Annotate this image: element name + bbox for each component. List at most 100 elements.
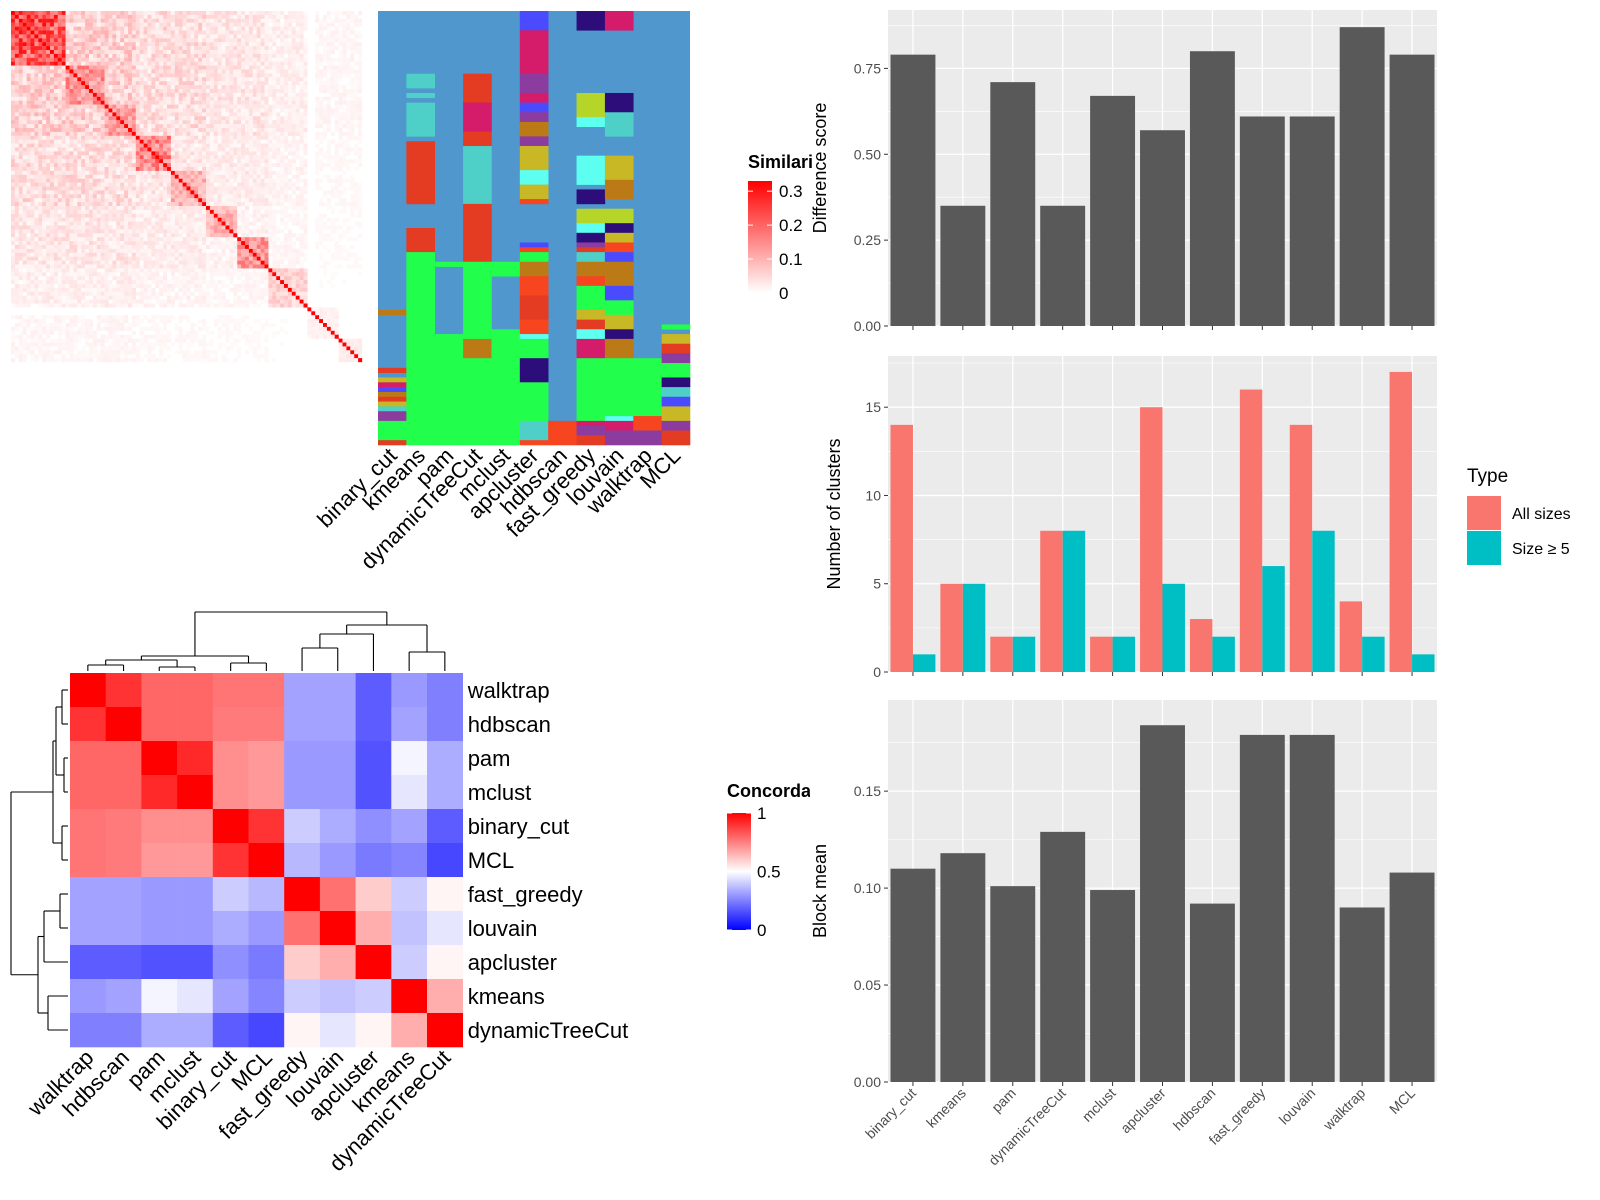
similarity-cell xyxy=(85,186,90,191)
similarity-cell xyxy=(139,92,144,97)
similarity-cell xyxy=(264,202,269,207)
similarity-cell xyxy=(151,61,156,66)
similarity-cell xyxy=(147,206,152,211)
similarity-cell xyxy=(151,170,156,175)
similarity-cell xyxy=(276,69,281,74)
similarity-cell xyxy=(53,73,58,78)
similarity-cell xyxy=(170,22,175,27)
similarity-cell xyxy=(151,96,156,101)
similarity-cell xyxy=(159,198,164,203)
similarity-cell xyxy=(96,100,101,105)
similarity-cell xyxy=(163,38,168,43)
similarity-cell xyxy=(350,26,355,31)
similarity-cell xyxy=(194,237,199,242)
similarity-cell xyxy=(26,34,31,39)
similarity-cell xyxy=(299,170,304,175)
similarity-cell xyxy=(194,182,199,187)
similarity-cell xyxy=(174,213,179,218)
similarity-cell xyxy=(217,81,222,86)
similarity-cell xyxy=(77,147,82,152)
similarity-cell xyxy=(96,202,101,207)
similarity-cell xyxy=(120,124,125,129)
similarity-cell xyxy=(151,120,156,125)
similarity-cell xyxy=(170,128,175,133)
similarity-cell xyxy=(319,116,324,121)
similarity-cell xyxy=(151,112,156,117)
similarity-cell xyxy=(11,206,16,211)
similarity-cell xyxy=(330,139,335,144)
similarity-cell xyxy=(213,116,218,121)
similarity-cell xyxy=(18,182,23,187)
similarity-cell xyxy=(264,139,269,144)
similarity-cell xyxy=(147,104,152,109)
similarity-cell xyxy=(225,42,230,47)
similarity-cell xyxy=(14,241,19,246)
similarity-cell xyxy=(50,22,55,27)
similarity-cell xyxy=(22,38,27,43)
similarity-cell xyxy=(182,124,187,129)
similarity-cell xyxy=(291,159,296,164)
similarity-cell xyxy=(209,120,214,125)
similarity-cell xyxy=(26,194,31,199)
similarity-cell xyxy=(77,112,82,117)
similarity-cell xyxy=(326,147,331,152)
similarity-cell xyxy=(124,96,129,101)
similarity-cell xyxy=(73,159,78,164)
similarity-cell xyxy=(73,198,78,203)
similarity-cell xyxy=(14,155,19,160)
similarity-cell xyxy=(108,42,113,47)
similarity-cell xyxy=(112,202,117,207)
similarity-cell xyxy=(198,53,203,58)
similarity-cell xyxy=(202,163,207,168)
similarity-cell xyxy=(319,221,324,226)
similarity-cell xyxy=(178,143,183,148)
similarity-cell xyxy=(217,85,222,90)
similarity-cell xyxy=(346,147,351,152)
similarity-cell xyxy=(194,65,199,70)
similarity-cell xyxy=(46,11,51,16)
similarity-cell xyxy=(128,81,133,86)
similarity-cell xyxy=(147,22,152,27)
similarity-cell xyxy=(299,217,304,222)
similarity-cell xyxy=(174,194,179,199)
similarity-cell xyxy=(85,163,90,168)
similarity-cell xyxy=(116,92,121,97)
similarity-cell xyxy=(120,186,125,191)
similarity-cell xyxy=(202,190,207,195)
similarity-cell xyxy=(174,186,179,191)
similarity-cell xyxy=(128,77,133,82)
similarity-cell xyxy=(291,233,296,238)
similarity-cell xyxy=(167,124,172,129)
similarity-cell xyxy=(268,186,273,191)
similarity-cell xyxy=(135,112,140,117)
similarity-cell xyxy=(287,116,292,121)
similarity-cell xyxy=(358,225,363,230)
similarity-cell xyxy=(89,225,94,230)
similarity-cell xyxy=(92,155,97,160)
similarity-cell xyxy=(124,50,129,55)
similarity-cell xyxy=(221,135,226,140)
similarity-cell xyxy=(65,128,70,133)
similarity-cell xyxy=(178,190,183,195)
similarity-cell xyxy=(287,124,292,129)
similarity-cell xyxy=(182,206,187,211)
similarity-cell xyxy=(89,202,94,207)
similarity-cell xyxy=(229,30,234,35)
similarity-cell xyxy=(128,151,133,156)
similarity-cell xyxy=(346,128,351,133)
similarity-cell xyxy=(26,198,31,203)
similarity-cell xyxy=(116,213,121,218)
similarity-cell xyxy=(22,34,27,39)
similarity-cell xyxy=(108,128,113,133)
similarity-cell xyxy=(206,155,211,160)
similarity-cell xyxy=(77,186,82,191)
similarity-cell xyxy=(299,89,304,94)
similarity-cell xyxy=(151,147,156,152)
similarity-cell xyxy=(104,11,109,16)
similarity-cell xyxy=(346,186,351,191)
similarity-cell xyxy=(73,174,78,179)
similarity-cell xyxy=(299,194,304,199)
similarity-cell xyxy=(77,198,82,203)
similarity-cell xyxy=(96,155,101,160)
